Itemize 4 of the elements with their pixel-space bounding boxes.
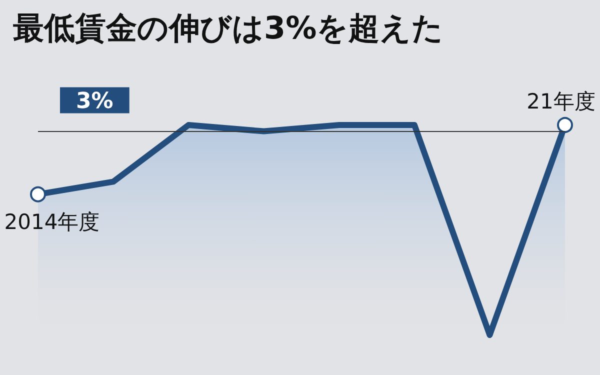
x-tick-label: 21年度 bbox=[526, 90, 596, 114]
text: 3% bbox=[76, 88, 114, 114]
x-tick-label: 2014年度 bbox=[4, 210, 100, 234]
chart-title: 最低賃金の伸びは3%を超えた bbox=[13, 10, 444, 46]
